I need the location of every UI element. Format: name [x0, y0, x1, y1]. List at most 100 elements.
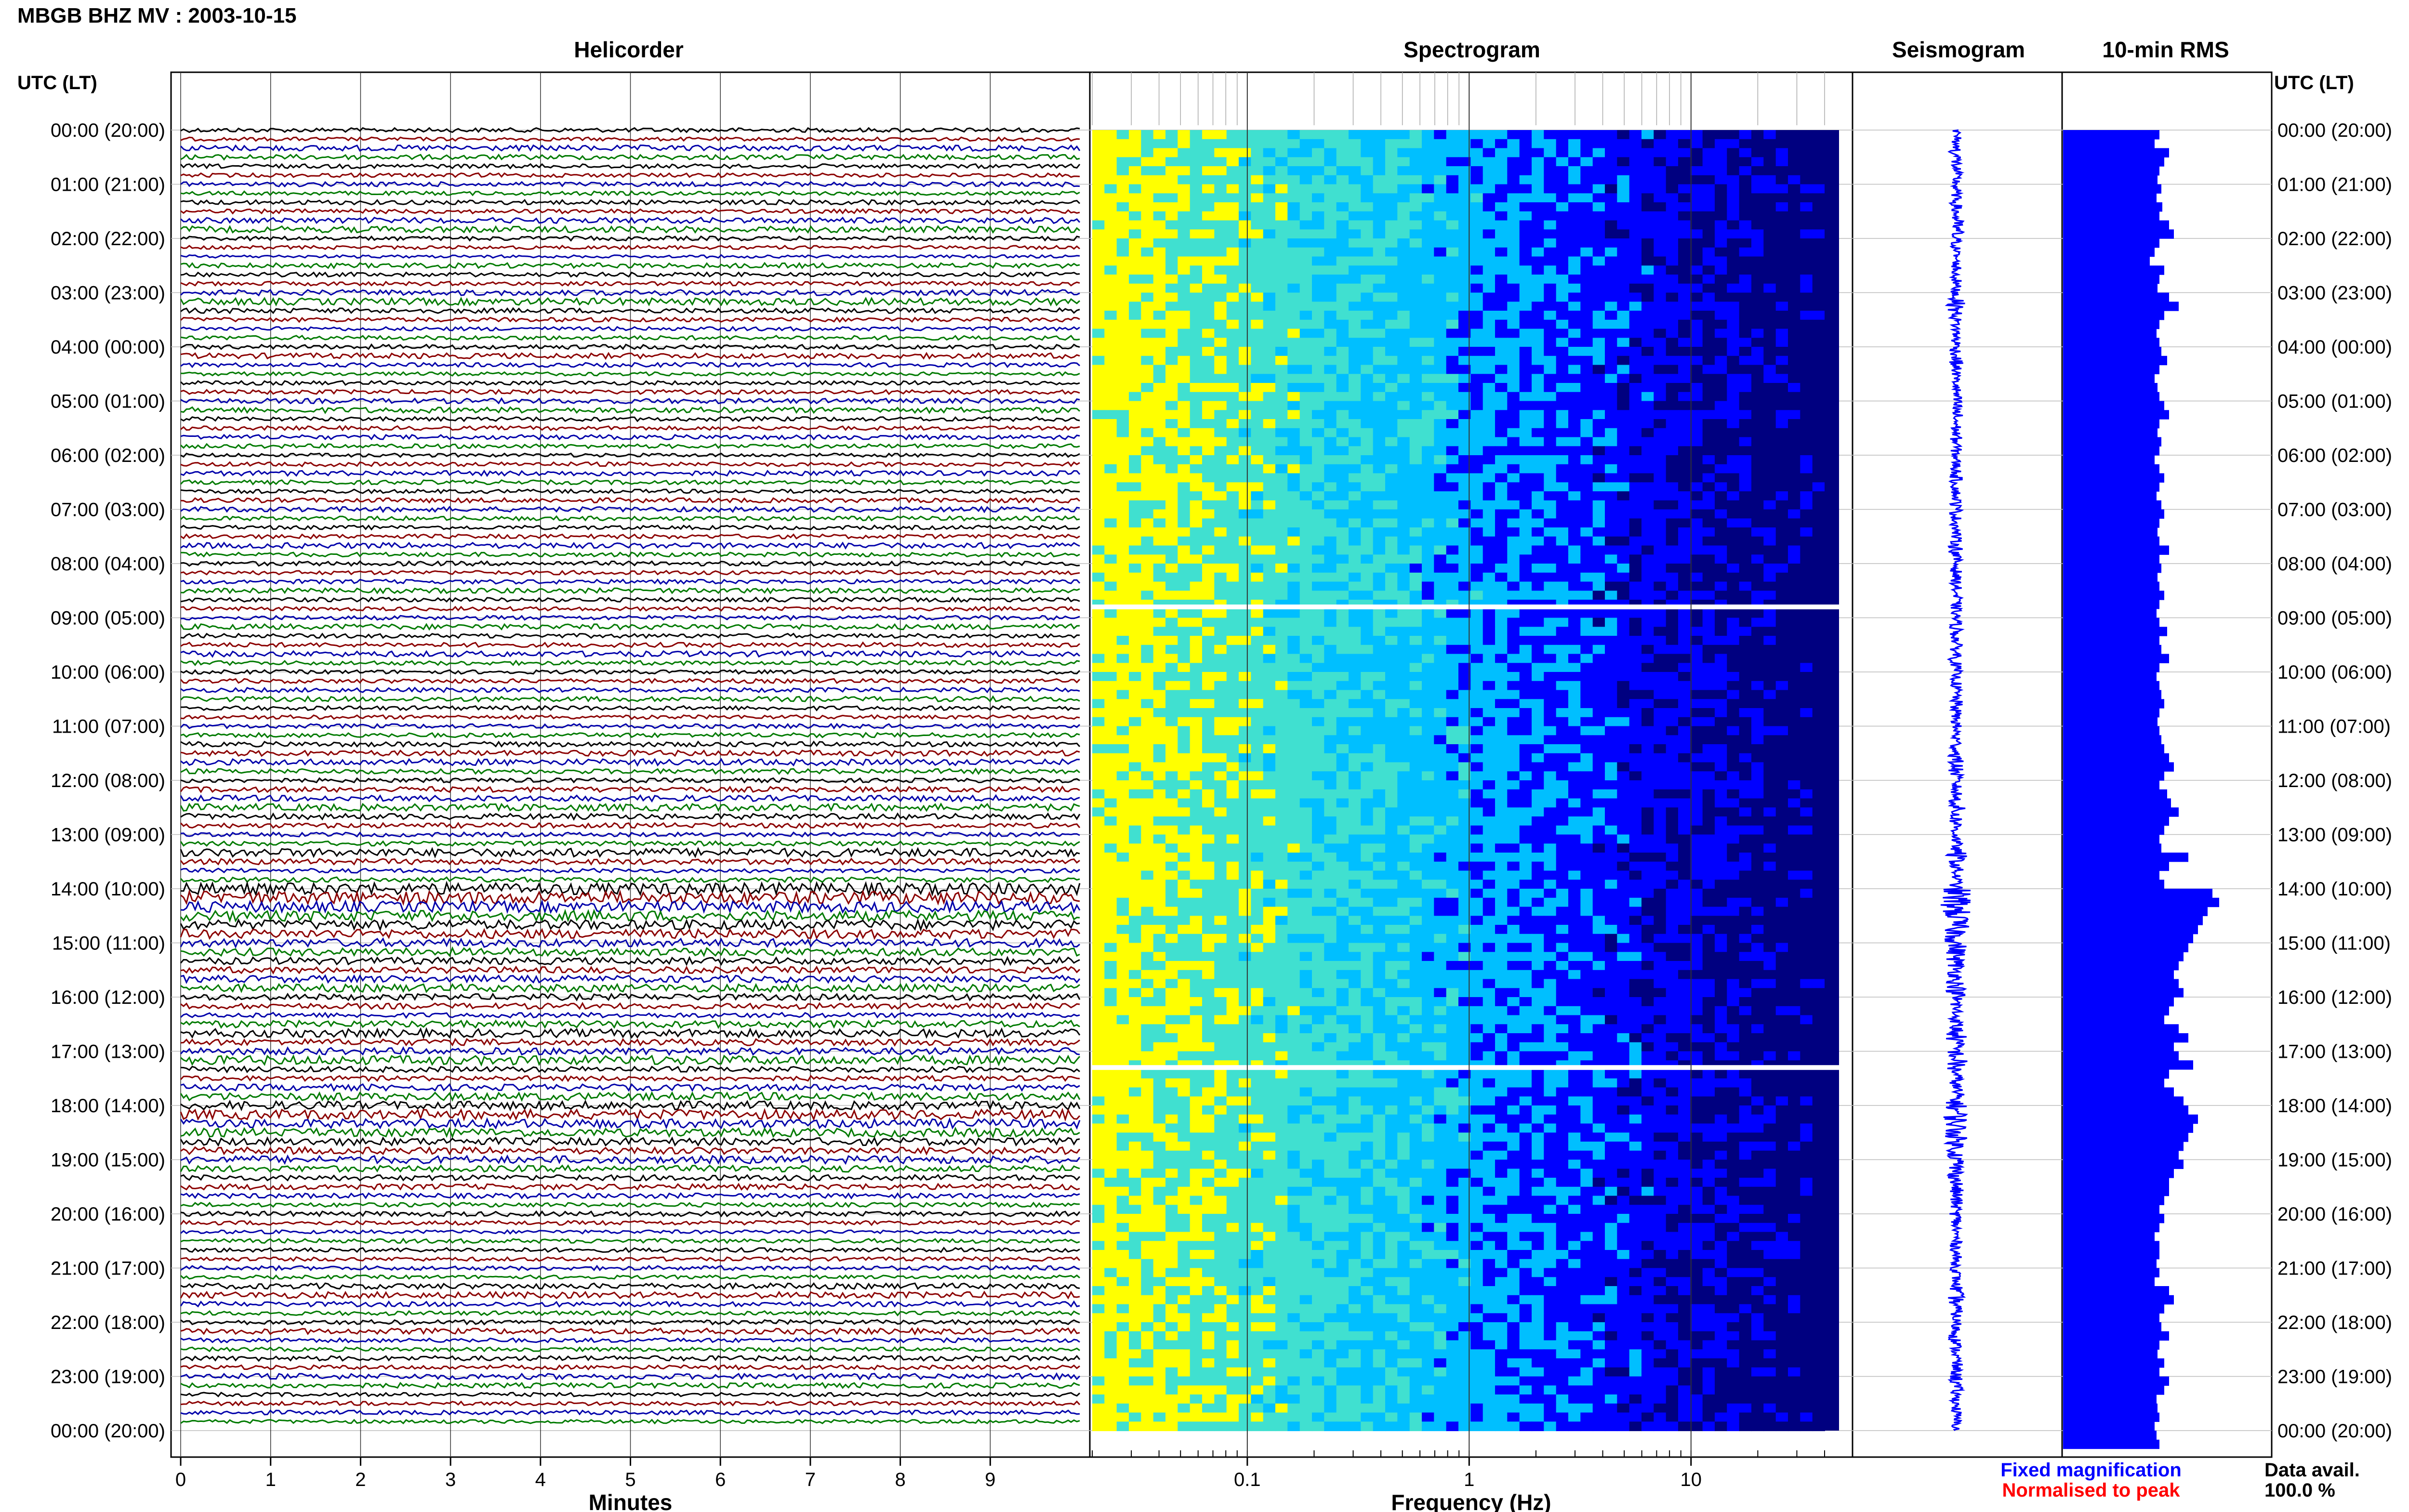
spectrogram-cell	[1409, 654, 1422, 664]
spectrogram-cell	[1153, 265, 1166, 276]
spectrogram-cell	[1092, 762, 1105, 772]
spectrogram-cell	[1715, 283, 1728, 293]
spectrogram-cell	[1641, 672, 1655, 682]
spectrogram-cell	[1519, 265, 1532, 276]
spectrogram-cell	[1275, 780, 1288, 790]
spectrogram-cell	[1422, 148, 1435, 158]
spectrogram-cell	[1214, 428, 1227, 438]
spectrogram-cell	[1409, 292, 1422, 302]
spectrogram-cell	[1629, 825, 1642, 835]
spectrogram-cell	[1702, 690, 1715, 700]
spectrogram-cell	[1519, 365, 1532, 375]
spectrogram-cell	[1214, 663, 1227, 673]
spectrogram-cell	[1373, 184, 1386, 194]
spectrogram-cell	[1482, 329, 1496, 339]
spectrogram-cell	[1324, 148, 1337, 158]
spectrogram-cell	[1287, 139, 1300, 149]
spectrogram-cell	[1165, 265, 1178, 276]
spectrogram-cell	[1129, 401, 1142, 411]
spectrogram-cell	[1361, 220, 1374, 230]
spectrogram-cell	[1312, 256, 1325, 266]
spectrogram-cell	[1116, 834, 1129, 844]
spectrogram-cell	[1568, 618, 1581, 628]
spectrogram-cell	[1287, 708, 1300, 718]
spectrogram-cell	[1763, 130, 1776, 140]
spectrogram-cell	[1373, 735, 1386, 745]
spectrogram-cell	[1361, 283, 1374, 293]
spectrogram-cell	[1605, 726, 1618, 736]
helicorder-trace	[180, 1290, 1080, 1300]
spectrogram-cell	[1385, 392, 1398, 402]
spectrogram-cell	[1556, 771, 1569, 781]
spectrogram-cell	[1727, 672, 1740, 682]
spectrogram-cell	[1800, 419, 1813, 429]
spectrogram-cell	[1580, 157, 1593, 167]
spectrogram-cell	[1324, 202, 1337, 212]
spectrogram-cell	[1654, 148, 1667, 158]
spectrogram-cell	[1239, 374, 1252, 384]
spectrogram-cell	[1727, 527, 1740, 537]
spectrogram-cell	[1287, 238, 1300, 248]
spectrogram-cell	[1470, 545, 1483, 555]
spectrogram-cell	[1324, 591, 1337, 601]
spectrogram-cell	[1800, 717, 1813, 727]
spectrogram-cell	[1385, 437, 1398, 447]
spectrogram-cell	[1385, 464, 1398, 474]
spectrogram-cell	[1654, 554, 1667, 565]
spectrogram-cell	[1397, 554, 1410, 565]
spectrogram-cell	[1190, 311, 1203, 320]
spectrogram-cell	[1141, 319, 1154, 329]
spectrogram-cell	[1178, 816, 1191, 826]
spectrogram-cell	[1605, 211, 1618, 221]
spectrogram-cell	[1751, 220, 1764, 230]
spectrogram-cell	[1739, 509, 1752, 519]
spectrogram-cell	[1580, 347, 1593, 356]
helicorder-trace	[180, 1136, 1080, 1147]
spectrogram-cell	[1775, 663, 1788, 673]
spectrogram-cell	[1568, 780, 1581, 790]
spectrogram-cell	[1336, 816, 1349, 826]
spectrogram-cell	[1715, 726, 1728, 736]
spectrogram-cell	[1629, 383, 1642, 393]
spectrogram-cell	[1556, 401, 1569, 411]
spectrogram-cell	[1727, 545, 1740, 555]
spectrogram-cell	[1800, 500, 1813, 510]
hour-tick-label-right: 19:00 (15:00)	[2277, 1150, 2392, 1171]
spectrogram-cell	[1251, 455, 1264, 465]
spectrogram-cell	[1739, 355, 1752, 366]
spectrogram-cell	[1116, 238, 1129, 248]
spectrogram-cell	[1702, 789, 1715, 799]
spectrogram-cell	[1690, 464, 1703, 474]
spectrogram-cell	[1251, 464, 1264, 474]
spectrogram-cell	[1165, 229, 1178, 239]
spectrogram-cell	[1788, 392, 1801, 402]
spectrogram-cell	[1178, 798, 1191, 808]
spectrogram-cell	[1409, 401, 1422, 411]
spectrogram-cell	[1263, 347, 1276, 356]
spectrogram-cell	[1092, 618, 1105, 628]
spectrogram-cell	[1129, 545, 1142, 555]
spectrogram-cell	[1202, 229, 1215, 239]
spectrogram-cell	[1202, 175, 1215, 185]
spectrogram-cell	[1678, 581, 1691, 592]
helicorder-trace	[180, 316, 1080, 323]
spectrogram-cell	[1251, 572, 1264, 582]
spectrogram-cell	[1141, 392, 1154, 402]
spectrogram-cell	[1690, 283, 1703, 293]
spectrogram-cell	[1617, 618, 1630, 628]
helicorder-trace	[180, 876, 1080, 883]
spectrogram-cell	[1263, 762, 1276, 772]
spectrogram-cell	[1629, 771, 1642, 781]
helicorder-trace	[180, 254, 1080, 259]
spectrogram-cell	[1165, 473, 1178, 483]
spectrogram-cell	[1287, 319, 1300, 329]
spectrogram-cell	[1312, 355, 1325, 366]
spectrogram-cell	[1507, 654, 1520, 664]
spectrogram-cell	[1763, 166, 1776, 176]
spectrogram-cell	[1116, 744, 1129, 754]
spectrogram-cell	[1446, 229, 1459, 239]
spectrogram-cell	[1349, 302, 1362, 312]
spectrogram-cell	[1226, 581, 1239, 592]
spectrogram-cell	[1153, 690, 1166, 700]
spectrogram-cell	[1654, 139, 1667, 149]
